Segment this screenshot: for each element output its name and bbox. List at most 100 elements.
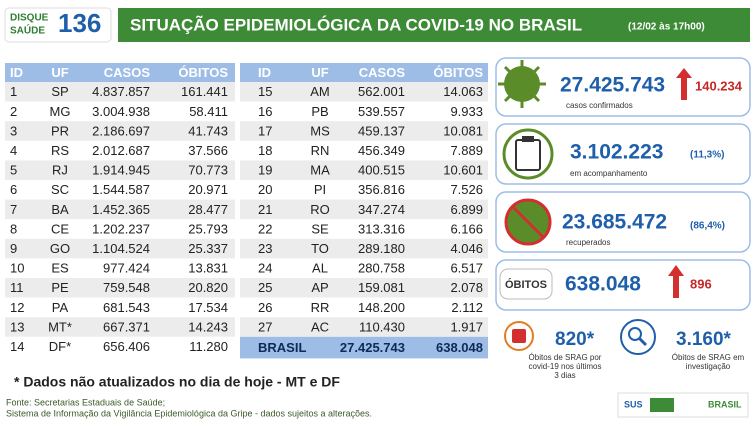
gov-logo: BRASIL: [708, 399, 742, 409]
table-cell: 2.078: [450, 280, 483, 295]
table-cell: 459.137: [358, 123, 405, 138]
table-cell: 6: [10, 182, 17, 197]
table-cell: AP: [311, 280, 328, 295]
table-cell: 25: [258, 280, 272, 295]
clipboard-clip: [522, 136, 534, 142]
table-row: [5, 336, 235, 357]
table-row: [240, 121, 488, 141]
virus-core: [507, 69, 537, 99]
table-row: [240, 160, 488, 180]
table-cell: 12: [10, 300, 24, 315]
search-icon: [628, 327, 642, 341]
title: SITUAÇÃO EPIDEMIOLÓGICA DA COVID-19 NO B…: [130, 14, 582, 34]
source: Fonte: Secretarias Estaduais de Saúde;: [6, 397, 165, 407]
table-cell: AC: [311, 319, 329, 334]
table-cell: 24: [258, 261, 272, 276]
table-cell: 4: [10, 143, 17, 158]
table-cell: MS: [310, 123, 330, 138]
table-cell: 41.743: [188, 123, 228, 138]
table-cell: 15: [258, 84, 272, 99]
table-cell: 8: [10, 221, 17, 236]
table-cell: 16: [258, 104, 272, 119]
calendar-icon: [512, 329, 526, 343]
table-row: [240, 82, 488, 102]
table-cell: 159.081: [358, 280, 405, 295]
table-cell: 3.004.938: [92, 104, 150, 119]
recovered-value: 23.685.472: [562, 211, 667, 234]
table-cell: 3: [10, 123, 17, 138]
monitoring-value: 3.102.223: [570, 141, 663, 164]
table-cell: 11: [10, 280, 24, 295]
tables: ID UF CASOS ÓBITOS 1 SP 4.837.857 161.441 2 MG 3.0…: [5, 63, 488, 359]
table-cell: 656.406: [103, 339, 150, 354]
recovered-percent: (86,4%): [690, 221, 725, 232]
table-row: [5, 278, 235, 298]
table-cell: 539.557: [358, 104, 405, 119]
srag-recent-label: covid-19 nos últimos: [529, 362, 602, 371]
table-cell: 356.816: [358, 182, 405, 197]
table-cell: 10: [10, 261, 24, 276]
table-cell: 347.274: [358, 202, 405, 217]
table-row: [5, 199, 235, 220]
logo-line2: SAÚDE: [10, 24, 45, 37]
table-cell: 20: [258, 182, 272, 197]
date: (12/02 às 17h00): [628, 22, 705, 33]
total-cell: 27.425.743: [340, 340, 405, 355]
column-header: ID: [10, 65, 23, 80]
table-cell: PI: [314, 182, 326, 197]
table-cell: 6.899: [450, 202, 483, 217]
deaths-badge: ÓBITOS: [505, 278, 547, 291]
table-cell: SC: [51, 182, 69, 197]
table-row: [5, 297, 235, 318]
srag-recent-value: 820*: [555, 329, 595, 350]
table-cell: MG: [50, 104, 71, 119]
table-cell: 14.063: [443, 84, 483, 99]
confirmed-label: casos confirmados: [566, 101, 633, 110]
column-header: ID: [258, 65, 271, 80]
table-cell: BA: [51, 202, 69, 217]
table-cell: 11.280: [189, 339, 228, 354]
table-cell: 759.548: [103, 280, 150, 295]
table-cell: 21: [258, 202, 272, 217]
table-row: [240, 238, 488, 259]
table-row: [240, 317, 488, 337]
search-ring: [620, 319, 656, 355]
table-cell: PE: [51, 280, 69, 295]
table-cell: SP: [51, 84, 68, 99]
column-header: CASOS: [359, 65, 406, 80]
table-cell: 70.773: [188, 163, 228, 178]
table-row: [240, 101, 488, 122]
logo-line1: DISQUE: [10, 13, 49, 24]
table-cell: 10.081: [443, 123, 483, 138]
prohibited-slash: [511, 205, 545, 239]
table-cell: 7.526: [450, 182, 483, 197]
table-cell: 25.337: [188, 241, 228, 256]
table-cell: CE: [51, 221, 69, 236]
column-header: ÓBITOS: [433, 65, 483, 80]
table-cell: 6.517: [450, 261, 483, 276]
table-cell: RN: [311, 143, 330, 158]
table-cell: 4.046: [450, 241, 483, 256]
table-row: [240, 258, 488, 278]
table-cell: 313.316: [358, 221, 405, 236]
table-cell: 4.837.857: [92, 84, 150, 99]
table-cell: 280.758: [358, 261, 405, 276]
table-cell: 148.200: [358, 300, 405, 315]
table-cell: 13: [10, 319, 24, 334]
table-cell: 2: [10, 104, 17, 119]
table-cell: PB: [311, 104, 328, 119]
logo-box: [4, 7, 112, 43]
ministry-logo: [650, 398, 674, 412]
table-cell: 1.914.945: [92, 163, 150, 178]
column-header: ÓBITOS: [178, 65, 228, 80]
table-cell: 562.001: [358, 84, 405, 99]
table-cell: ES: [51, 261, 69, 276]
table-cell: 161.441: [181, 84, 228, 99]
table-cell: 17: [258, 123, 272, 138]
source: Sistema de Informação da Vigilância Epid…: [6, 408, 372, 418]
card: [495, 123, 751, 185]
search-handle: [637, 336, 648, 347]
table-cell: RO: [310, 202, 330, 217]
table-cell: 6.166: [450, 221, 483, 236]
table-cell: 667.371: [103, 319, 150, 334]
